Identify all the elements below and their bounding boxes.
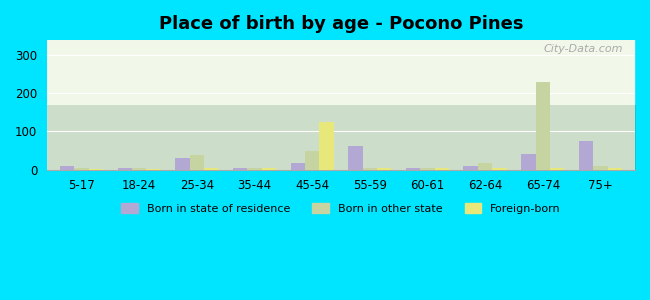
Bar [348,146,363,169]
Bar [247,168,262,169]
Bar [60,166,74,170]
Bar [176,158,190,169]
Bar [233,168,247,169]
Bar [262,168,276,169]
Bar [377,168,391,169]
Bar [478,163,492,170]
Bar [435,168,449,169]
Bar [406,168,421,169]
Bar [363,168,377,169]
Bar [492,168,507,169]
Bar [204,168,218,169]
Bar [463,167,478,170]
Bar [521,154,536,169]
Bar [305,151,319,169]
Bar [118,168,132,169]
Legend: Born in state of residence, Born in other state, Foreign-born: Born in state of residence, Born in othe… [116,199,566,218]
Bar [319,122,334,170]
Bar [190,155,204,170]
Bar [421,168,435,169]
Bar [291,163,305,170]
Bar [550,168,564,169]
Text: City-Data.com: City-Data.com [544,44,623,54]
Bar [74,168,89,169]
Bar [132,168,146,169]
Bar [608,168,622,169]
Bar [578,141,593,170]
Bar [593,166,608,170]
Bar [536,82,550,170]
Title: Place of birth by age - Pocono Pines: Place of birth by age - Pocono Pines [159,15,523,33]
